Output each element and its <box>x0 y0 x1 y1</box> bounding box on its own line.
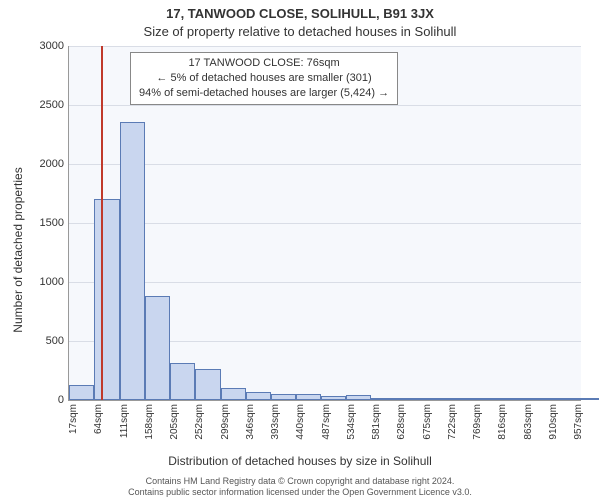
gridline <box>69 164 581 165</box>
x-tick-label: 863sqm <box>523 404 534 440</box>
histogram-bar <box>498 398 523 400</box>
gridline <box>69 282 581 283</box>
info-line-2: ← 5% of detached houses are smaller (301… <box>139 71 389 86</box>
histogram-bar <box>573 398 598 400</box>
histogram-bar <box>195 369 220 400</box>
y-tick-label: 2500 <box>24 99 64 111</box>
histogram-bar <box>397 398 422 400</box>
x-axis-label: Distribution of detached houses by size … <box>0 454 600 468</box>
x-tick-label: 346sqm <box>245 404 256 440</box>
x-tick-label: 581sqm <box>371 404 382 440</box>
y-tick-label: 2000 <box>24 158 64 170</box>
y-axis-label: Number of detached properties <box>11 167 25 332</box>
histogram-bar <box>246 392 271 400</box>
x-tick-label: 252sqm <box>194 404 205 440</box>
property-marker-line <box>101 46 103 400</box>
footer-line-1: Contains HM Land Registry data © Crown c… <box>0 476 600 487</box>
x-tick-label: 957sqm <box>573 404 584 440</box>
chart-container: 17, TANWOOD CLOSE, SOLIHULL, B91 3JX Siz… <box>0 0 600 500</box>
x-tick-label: 205sqm <box>169 404 180 440</box>
histogram-bar <box>548 398 573 400</box>
histogram-bar <box>94 199 119 400</box>
y-tick-label: 1500 <box>24 217 64 229</box>
x-tick-label: 722sqm <box>447 404 458 440</box>
chart-subtitle: Size of property relative to detached ho… <box>0 24 600 39</box>
info-line-1: 17 TANWOOD CLOSE: 76sqm <box>139 56 389 71</box>
info-box: 17 TANWOOD CLOSE: 76sqm ← 5% of detached… <box>130 52 398 105</box>
histogram-bar <box>447 398 472 400</box>
gridline <box>69 223 581 224</box>
x-tick-label: 910sqm <box>548 404 559 440</box>
footer-line-2: Contains public sector information licen… <box>0 487 600 498</box>
x-tick-label: 299sqm <box>220 404 231 440</box>
x-tick-label: 17sqm <box>68 404 79 434</box>
x-tick-label: 393sqm <box>270 404 281 440</box>
x-tick-label: 64sqm <box>93 404 104 434</box>
histogram-bar <box>120 122 145 400</box>
histogram-bar <box>523 398 548 400</box>
histogram-bar <box>472 398 497 400</box>
histogram-bar <box>69 385 94 400</box>
histogram-bar <box>371 398 396 400</box>
x-tick-label: 816sqm <box>497 404 508 440</box>
x-tick-label: 487sqm <box>321 404 332 440</box>
histogram-bar <box>296 394 321 400</box>
histogram-bar <box>346 395 371 400</box>
gridline <box>69 105 581 106</box>
y-tick-label: 3000 <box>24 40 64 52</box>
x-tick-label: 111sqm <box>119 404 130 438</box>
gridline <box>69 46 581 47</box>
y-tick-label: 0 <box>24 394 64 406</box>
x-tick-label: 675sqm <box>422 404 433 440</box>
histogram-bar <box>321 396 346 400</box>
x-tick-label: 440sqm <box>295 404 306 440</box>
histogram-bar <box>221 388 246 400</box>
histogram-bar <box>170 363 195 400</box>
page-title: 17, TANWOOD CLOSE, SOLIHULL, B91 3JX <box>0 6 600 21</box>
info-line-3: 94% of semi-detached houses are larger (… <box>139 86 389 101</box>
footer: Contains HM Land Registry data © Crown c… <box>0 476 600 499</box>
x-tick-label: 534sqm <box>346 404 357 440</box>
histogram-bar <box>422 398 447 400</box>
histogram-bar <box>145 296 170 400</box>
histogram-bar <box>271 394 296 400</box>
x-tick-label: 158sqm <box>144 404 155 440</box>
x-tick-label: 769sqm <box>472 404 483 440</box>
y-tick-label: 500 <box>24 335 64 347</box>
x-tick-label: 628sqm <box>396 404 407 440</box>
y-tick-label: 1000 <box>24 276 64 288</box>
